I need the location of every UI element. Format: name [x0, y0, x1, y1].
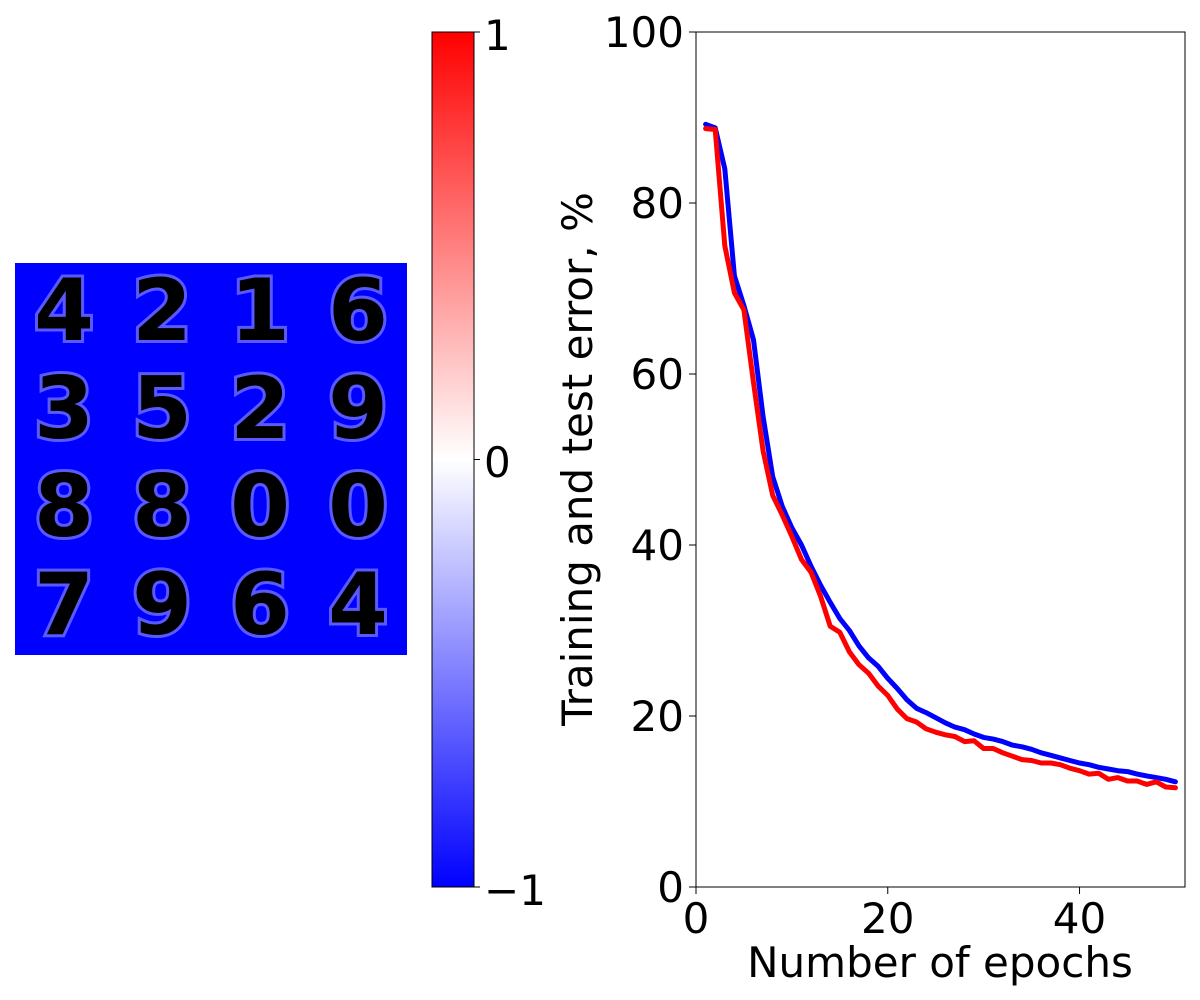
y-tick-label: 20 [631, 692, 684, 741]
digit-cell: 99 [129, 552, 195, 658]
digit-halo: 2 [132, 261, 192, 361]
digit-glyph: 2 [230, 359, 290, 459]
digit-cell: 88 [31, 454, 97, 560]
digit-halo: 8 [132, 457, 192, 557]
y-tick-label: 0 [657, 863, 684, 912]
digit-halo: 0 [230, 457, 290, 557]
digit-cell: 44 [31, 258, 97, 364]
digit-cell: 66 [227, 552, 293, 658]
x-tick-label: 0 [683, 894, 710, 943]
digit-cell: 44 [325, 552, 391, 658]
y-tick-label: 80 [631, 179, 684, 228]
digit-glyph: 4 [34, 261, 94, 361]
digit-halo: 4 [328, 555, 388, 655]
digit-glyph: 6 [230, 555, 290, 655]
digit-cell: 11 [227, 258, 293, 364]
colorbar-label-mid: 0 [484, 438, 511, 487]
digit-halo: 9 [328, 359, 388, 459]
digit-halo: 2 [230, 359, 290, 459]
digit-halo: 4 [34, 261, 94, 361]
y-tick-label: 60 [631, 350, 684, 399]
digit-glyph: 7 [34, 555, 94, 655]
digit-glyph: 6 [328, 261, 388, 361]
colorbar-label-min: −1 [484, 866, 546, 915]
digit-halo: 6 [328, 261, 388, 361]
x-tick-label: 40 [1053, 894, 1106, 943]
digit-glyph: 9 [328, 359, 388, 459]
digit-cell: 88 [129, 454, 195, 560]
digit-halo: 9 [132, 555, 192, 655]
digit-glyph: 0 [328, 457, 388, 557]
digit-halo: 7 [34, 555, 94, 655]
axis-ticks: 0 20 40 0 20 40 60 80 100 [604, 8, 1106, 943]
y-tick-label: 40 [631, 521, 684, 570]
digit-glyph: 5 [132, 359, 192, 459]
digit-glyph: 8 [132, 457, 192, 557]
digit-halo: 6 [230, 555, 290, 655]
colorbar-gradient [431, 31, 475, 888]
y-tick-label: 100 [604, 8, 684, 57]
digit-cell: 99 [325, 356, 391, 462]
series-line-2 [703, 126, 1178, 791]
digit-cell: 22 [227, 356, 293, 462]
digit-cell: 22 [129, 258, 195, 364]
digit-halo: 5 [132, 359, 192, 459]
digit-glyph: 0 [230, 457, 290, 557]
digit-halo: 1 [230, 261, 290, 361]
digit-cell: 55 [129, 356, 195, 462]
digit-cell: 00 [227, 454, 293, 560]
digit-cell: 00 [325, 454, 391, 560]
y-axis-label: Training and test error, % [553, 192, 602, 727]
series-line-1 [703, 121, 1178, 785]
colorbar: 1 0 −1 [431, 11, 546, 915]
digit-glyph: 1 [230, 261, 290, 361]
x-axis-label: Number of epochs [747, 938, 1133, 987]
digit-cell: 77 [31, 552, 97, 658]
digit-glyph: 4 [328, 555, 388, 655]
digit-glyph: 2 [132, 261, 192, 361]
colorbar-label-max: 1 [484, 11, 511, 60]
digit-cell: 66 [325, 258, 391, 364]
digit-glyph: 3 [34, 359, 94, 459]
line-chart: 0 20 40 0 20 40 60 80 100 Number of epochs Train… [553, 8, 1186, 987]
digit-halo: 8 [34, 457, 94, 557]
digit-halo: 0 [328, 457, 388, 557]
series-layer [703, 121, 1178, 791]
digit-grid-background [15, 263, 407, 655]
digit-glyph: 9 [132, 555, 192, 655]
digit-glyph: 8 [34, 457, 94, 557]
digit-halo: 3 [34, 359, 94, 459]
x-tick-label: 20 [861, 894, 914, 943]
plot-frame [695, 31, 1186, 888]
digit-cell: 33 [31, 356, 97, 462]
